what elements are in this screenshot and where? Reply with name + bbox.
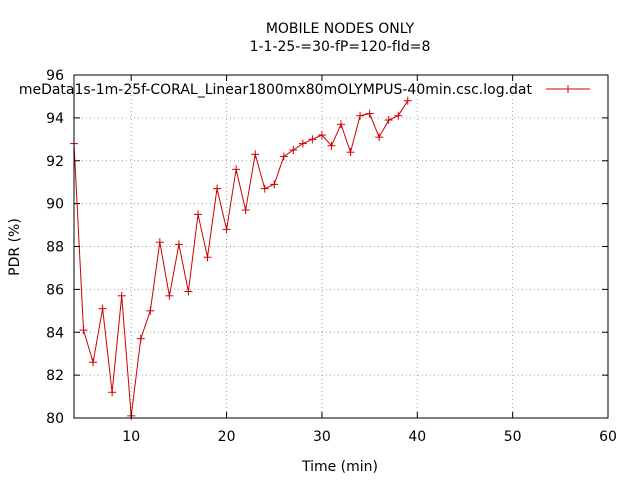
data-point <box>317 131 326 140</box>
x-tick-label: 10 <box>122 429 140 445</box>
x-tick-label: 60 <box>599 429 617 445</box>
data-point <box>327 141 336 150</box>
data-point <box>184 287 193 296</box>
y-tick-label: 80 <box>46 411 64 427</box>
axis-ticks: 80 82 84 86 88 90 92 94 96 10 20 30 40 50 60 <box>46 68 617 445</box>
data-point <box>203 253 212 262</box>
y-tick-label: 90 <box>46 197 64 213</box>
data-point <box>117 291 126 300</box>
x-tick-label: 30 <box>313 429 331 445</box>
data-point <box>308 135 317 144</box>
data-point <box>213 184 222 193</box>
data-point <box>365 109 374 118</box>
y-tick-label: 94 <box>46 111 64 127</box>
data-point <box>136 334 145 343</box>
legend-label: meData1s-1m-25f-CORAL_Linear1800mx80mOLY… <box>19 82 533 98</box>
x-tick-label: 40 <box>408 429 426 445</box>
y-tick-label: 82 <box>46 368 64 384</box>
grid-lines <box>74 75 608 418</box>
data-point <box>298 139 307 148</box>
data-point <box>232 165 241 174</box>
data-point <box>165 291 174 300</box>
data-point <box>193 210 202 219</box>
data-point <box>346 148 355 157</box>
y-tick-label: 84 <box>46 325 64 341</box>
data-point <box>222 225 231 234</box>
chart-title: MOBILE NODES ONLY <box>266 21 415 37</box>
data-point <box>108 388 117 397</box>
x-tick-label: 50 <box>504 429 522 445</box>
series-line <box>73 100 409 416</box>
legend: meData1s-1m-25f-CORAL_Linear1800mx80mOLY… <box>19 82 590 98</box>
data-point <box>289 146 298 155</box>
y-axis-label: PDR (%) <box>7 218 23 276</box>
data-point <box>270 180 279 189</box>
data-point <box>174 240 183 249</box>
x-tick-label: 20 <box>218 429 236 445</box>
data-point <box>155 238 164 247</box>
data-point <box>251 150 260 159</box>
data-point <box>241 206 250 215</box>
data-point <box>375 133 384 142</box>
chart-subtitle: 1-1-25-=30-fP=120-fId=8 <box>250 39 431 55</box>
data-point <box>260 184 269 193</box>
legend-marker-point <box>564 85 572 93</box>
data-point <box>337 120 345 129</box>
data-point <box>394 111 403 120</box>
data-point <box>279 152 288 161</box>
data-point <box>79 326 88 335</box>
data-point <box>356 111 365 120</box>
data-point <box>98 304 107 313</box>
y-tick-label: 92 <box>46 154 64 170</box>
legend-plus-marker <box>564 85 572 93</box>
y-tick-label: 96 <box>46 68 64 84</box>
data-point <box>384 116 393 125</box>
y-tick-label: 88 <box>46 240 64 256</box>
y-tick-label: 86 <box>46 282 64 298</box>
series-layer <box>70 96 412 420</box>
data-point <box>403 96 412 105</box>
data-point <box>89 358 98 367</box>
x-axis-label: Time (min) <box>301 459 378 475</box>
data-point <box>146 306 155 315</box>
